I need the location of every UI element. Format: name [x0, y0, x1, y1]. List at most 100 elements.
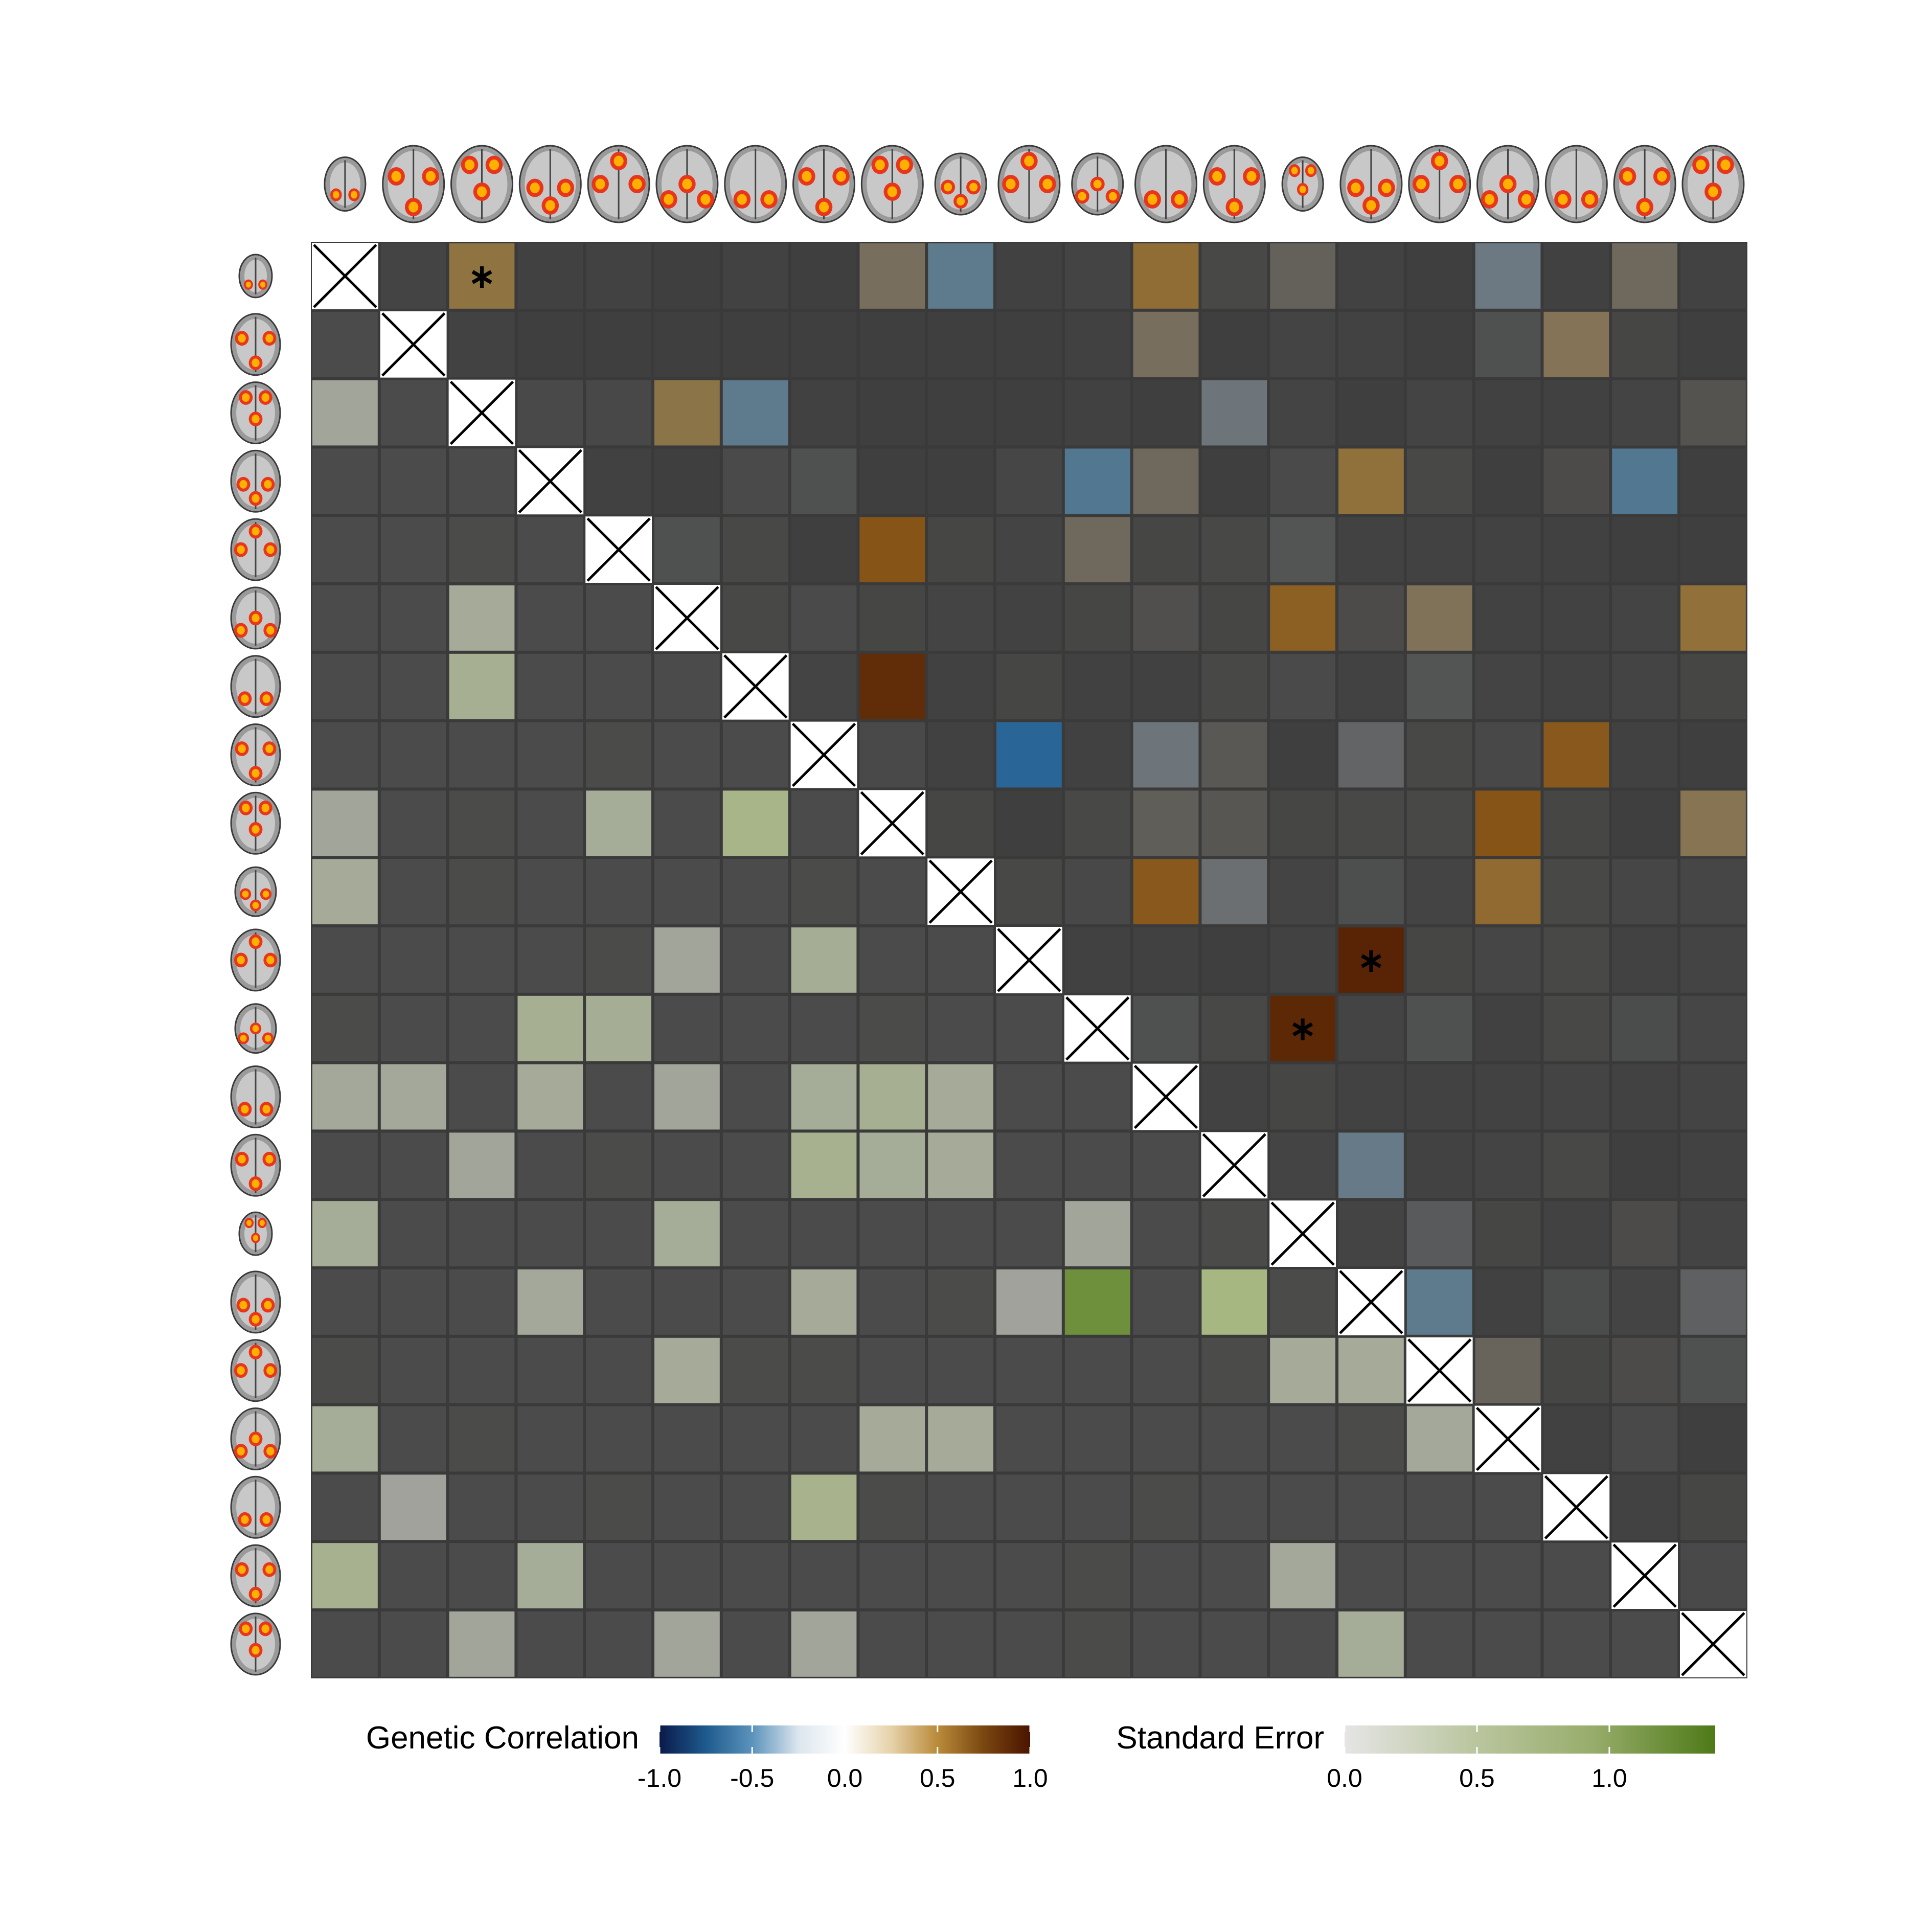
- standard-error-cell: [928, 995, 993, 1061]
- brain-icon: [792, 145, 855, 223]
- correlation-cell: [1406, 1132, 1472, 1198]
- brain-icon: [230, 1133, 281, 1197]
- standard-error-cell: [1543, 1611, 1609, 1677]
- correlation-cell: [1406, 311, 1472, 377]
- correlation-cell: [1612, 448, 1677, 514]
- standard-error-cell: [449, 585, 515, 651]
- standard-error-cell: [859, 1337, 925, 1403]
- correlation-cell: [1543, 927, 1609, 993]
- correlation-cell: [1612, 311, 1677, 377]
- correlation-cell: [1680, 722, 1746, 788]
- standard-error-cell: [1064, 1337, 1130, 1403]
- correlation-cell: [928, 380, 993, 446]
- correlation-cell: [1543, 448, 1609, 514]
- correlation-cell: [1270, 585, 1335, 651]
- correlation-cell: [1475, 995, 1541, 1061]
- standard-error-cell: [791, 1406, 857, 1472]
- standard-error-cell: [859, 1132, 925, 1198]
- tick-label: 1.0: [1592, 1764, 1627, 1792]
- standard-error-cell: [654, 1269, 720, 1335]
- correlation-cell: [517, 243, 583, 309]
- standard-error-cell: [1064, 1543, 1130, 1608]
- correlation-cell: [996, 243, 1062, 309]
- standard-error-cell: [1475, 1611, 1541, 1677]
- standard-error-cell: [928, 1611, 993, 1677]
- standard-error-cell: [586, 995, 651, 1061]
- correlation-cell: [1338, 790, 1404, 856]
- standard-error-cell: [654, 927, 720, 993]
- legend: Genetic Correlation -1.0 -0.5 0.0 0.5 1.0 St…: [366, 1720, 1715, 1792]
- correlation-cell: [1064, 311, 1130, 377]
- tick-label: -0.5: [730, 1764, 774, 1792]
- diagonal-cross-line: [1475, 1406, 1540, 1471]
- correlation-cell: [1201, 927, 1267, 993]
- standard-error-cell: [517, 995, 583, 1061]
- standard-error-cell: [449, 1406, 515, 1472]
- correlation-cell: [1338, 1201, 1404, 1266]
- standard-error-cell: [654, 1337, 720, 1403]
- se-legend-title: Standard Error: [1116, 1720, 1324, 1756]
- correlation-cell: [654, 448, 720, 514]
- correlation-cell: [1475, 859, 1541, 924]
- standard-error-cell: [654, 1064, 720, 1130]
- standard-error-cell: [1612, 1611, 1677, 1677]
- correlation-cell: [1680, 1132, 1746, 1198]
- correlation-cell: [1133, 380, 1199, 446]
- correlation-cell: [1406, 790, 1472, 856]
- correlation-cell: [722, 585, 788, 651]
- diagonal-cross-line: [723, 654, 788, 719]
- correlation-cell: [1475, 653, 1541, 719]
- brain-icon: [230, 1612, 281, 1676]
- standard-error-cell: [722, 790, 788, 856]
- correlation-cell: [1543, 722, 1609, 788]
- diagonal-cross-line: [1544, 1475, 1608, 1539]
- brain-icon: [1071, 152, 1124, 216]
- correlation-cell: [1612, 995, 1677, 1061]
- standard-error-cell: [449, 1064, 515, 1130]
- standard-error-cell: [449, 1543, 515, 1608]
- se-colorbar: [1345, 1725, 1715, 1754]
- correlation-cell: [1612, 517, 1677, 582]
- standard-error-cell: [449, 859, 515, 924]
- correlation-cell: [1064, 517, 1130, 582]
- tick-label: 0.0: [1327, 1764, 1362, 1792]
- left-brain-icons: [230, 254, 281, 1676]
- diagonal-cross-line: [860, 791, 924, 855]
- standard-error-cell: [1133, 1337, 1199, 1403]
- brain-icon: [230, 655, 281, 718]
- correlation-cell: [1064, 585, 1130, 651]
- correlation-cell: [1064, 380, 1130, 446]
- standard-error-cell: [996, 1201, 1062, 1266]
- brain-icon: [230, 791, 281, 855]
- brain-icon: [230, 1407, 281, 1470]
- standard-error-cell: [517, 927, 583, 993]
- correlation-cell: [996, 380, 1062, 446]
- diagonal-cross-line: [655, 586, 719, 650]
- correlation-cell: [1612, 927, 1677, 993]
- standard-error-cell: [380, 927, 446, 993]
- standard-error-cell: [449, 517, 515, 582]
- standard-error-cell: [654, 1474, 720, 1540]
- correlation-cell: [1680, 790, 1746, 856]
- brain-icon: [230, 381, 281, 444]
- correlation-cell: [928, 790, 993, 856]
- standard-error-cell: [791, 1543, 857, 1608]
- standard-error-cell: [586, 927, 651, 993]
- standard-error-cell: [1338, 1611, 1404, 1677]
- standard-error-cell: [586, 653, 651, 719]
- standard-error-cell: [586, 790, 651, 856]
- standard-error-cell: [1064, 1474, 1130, 1540]
- correlation-cell: [791, 380, 857, 446]
- correlation-cell: [1338, 1064, 1404, 1130]
- correlation-cell: [1543, 243, 1609, 309]
- tick-label: 0.5: [1459, 1764, 1495, 1792]
- standard-error-cell: [517, 517, 583, 582]
- correlation-cell: [1133, 653, 1199, 719]
- standard-error-cell: [517, 1269, 583, 1335]
- standard-error-cell: [1133, 1543, 1199, 1608]
- correlation-cell: [791, 517, 857, 582]
- correlation-cell: [1680, 1201, 1746, 1266]
- standard-error-cell: [312, 927, 378, 993]
- correlation-cell: [1270, 311, 1335, 377]
- brain-icon: [934, 152, 987, 216]
